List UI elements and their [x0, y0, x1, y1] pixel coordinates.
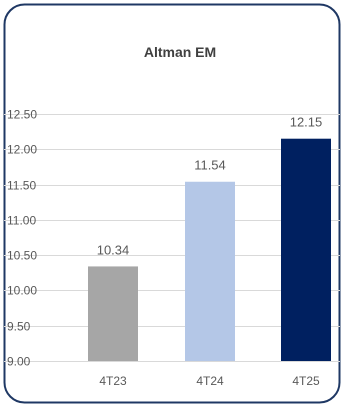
y-tick-label: 11.50	[7, 179, 36, 193]
data-labels: 10.34 11.54 12.15	[97, 115, 323, 258]
y-tick-label: 9.50	[7, 320, 31, 334]
y-axis-tick-labels: 9.00 9.50 10.00 10.50 11.00 11.50 12.00 12.50	[7, 108, 37, 369]
y-tick-label: 10.00	[7, 284, 37, 298]
data-label: 11.54	[194, 158, 226, 173]
chart-title: Altman EM	[144, 44, 216, 60]
bars	[88, 138, 331, 361]
data-label: 10.34	[97, 242, 130, 257]
data-label: 12.15	[290, 115, 323, 130]
y-tick-label: 9.00	[7, 355, 31, 369]
bar-4t23	[88, 266, 138, 361]
y-tick-label: 10.50	[7, 249, 37, 263]
x-tick-label: 4T24	[196, 374, 224, 388]
x-tick-label: 4T23	[99, 374, 127, 388]
bar-4t24	[185, 181, 235, 361]
x-axis-tick-labels: 4T23 4T24 4T25	[99, 374, 320, 388]
bar-4t25	[281, 138, 331, 361]
y-tick-label: 11.00	[7, 214, 36, 228]
x-tick-label: 4T25	[292, 374, 320, 388]
y-tick-label: 12.50	[7, 108, 37, 122]
y-tick-label: 12.00	[7, 143, 37, 157]
